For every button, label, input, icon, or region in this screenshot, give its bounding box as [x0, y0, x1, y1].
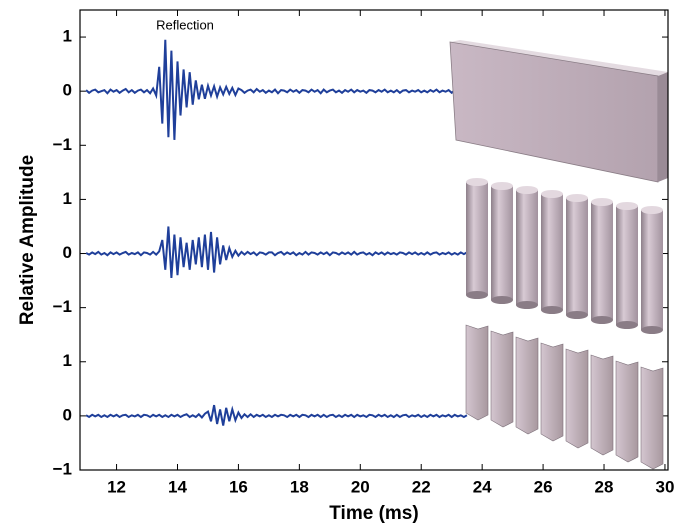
x-tick-label: 30 — [655, 477, 674, 496]
fin — [565, 348, 589, 449]
y-tick-label: 1 — [63, 351, 72, 370]
cylinder-top — [566, 194, 588, 202]
fin — [590, 354, 614, 456]
y-axis-label: Relative Amplitude — [17, 155, 38, 325]
cylinder — [491, 186, 513, 300]
x-tick-label: 26 — [534, 477, 553, 496]
axes-frame — [79, 9, 669, 471]
cylinder-bottom — [616, 321, 638, 329]
plot-area — [80, 10, 668, 471]
cylinder — [466, 182, 488, 295]
y-tick-label: 1 — [63, 27, 72, 46]
fin — [465, 324, 489, 421]
cylinder — [541, 194, 563, 310]
x-tick-label: 28 — [595, 477, 614, 496]
cylinder-top — [541, 190, 563, 198]
cylinder — [516, 190, 538, 305]
y-tick-label: 1 — [63, 189, 72, 208]
wall-cylinders — [466, 178, 663, 334]
waveform — [85, 404, 468, 426]
x-tick-label: 22 — [412, 477, 431, 496]
cylinder-top — [466, 178, 488, 186]
x-tick-label: 24 — [473, 477, 492, 496]
cylinder — [566, 198, 588, 315]
x-tick-label: 18 — [290, 477, 309, 496]
fin — [540, 342, 564, 442]
cylinder-bottom — [466, 291, 488, 299]
fin — [640, 366, 664, 470]
x-tick-label: 20 — [351, 477, 370, 496]
annotation: Reflection — [156, 17, 214, 32]
cylinder-top — [591, 198, 613, 206]
cylinder-bottom — [541, 306, 563, 314]
fin — [490, 330, 514, 428]
cylinder — [616, 206, 638, 325]
x-tick-label: 16 — [229, 477, 248, 496]
y-tick-label: −1 — [53, 459, 72, 478]
cylinder-bottom — [591, 316, 613, 324]
cylinder — [641, 210, 663, 330]
cylinder-bottom — [566, 311, 588, 319]
x-axis-label: Time (ms) — [329, 503, 418, 524]
cylinder-top — [491, 182, 513, 190]
y-tick-label: −1 — [53, 135, 72, 154]
x-tick-label: 12 — [107, 477, 126, 496]
cylinder-bottom — [491, 296, 513, 304]
fin — [615, 360, 639, 463]
y-tick-label: 0 — [63, 243, 72, 262]
cylinder — [591, 202, 613, 320]
x-tick-label: 14 — [168, 477, 187, 496]
y-tick-label: 0 — [63, 405, 72, 424]
cylinder-bottom — [641, 326, 663, 334]
waveform — [85, 39, 468, 140]
cylinder-bottom — [516, 301, 538, 309]
wall-flat — [449, 40, 668, 183]
cylinder-top — [641, 206, 663, 214]
y-tick-label: 0 — [63, 81, 72, 100]
wall-fins — [465, 324, 664, 470]
cylinder-top — [616, 202, 638, 210]
waveform — [85, 226, 468, 278]
y-tick-label: −1 — [53, 297, 72, 316]
fin — [515, 336, 539, 435]
cylinder-top — [516, 186, 538, 194]
